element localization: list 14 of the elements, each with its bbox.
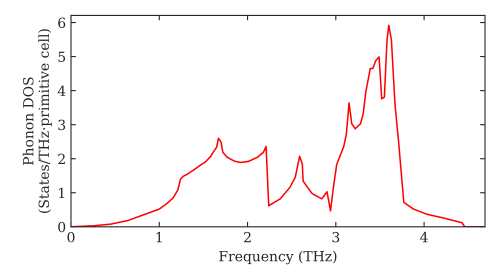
y-tick-label: 2	[58, 154, 65, 164]
x-axis-title: Frequency (THz)	[219, 250, 336, 264]
y-tick-label: 3	[58, 120, 66, 130]
x-tick-label: 2	[244, 232, 251, 242]
x-tick-label: 3	[332, 232, 340, 242]
x-tick-label: 4	[420, 232, 428, 242]
x-tick-label: 0	[67, 232, 74, 242]
y-tick-label: 4	[58, 86, 66, 96]
y-tick-label: 0	[58, 222, 66, 232]
y-tick-label: 5	[58, 52, 66, 62]
x-tick-label: 1	[156, 232, 162, 242]
y-axis-title: Phonon DOS (States/THz·primitive cell)	[22, 29, 52, 213]
y-tick-label: 6	[58, 18, 66, 28]
y-tick-label: 1	[58, 188, 64, 198]
